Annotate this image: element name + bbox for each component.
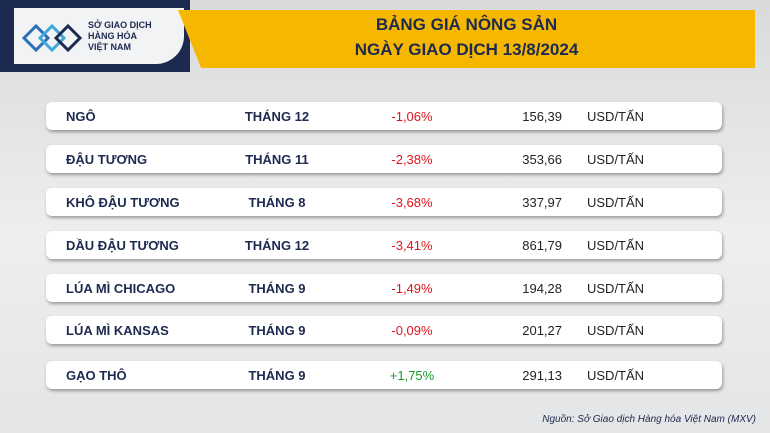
unit: USD/TẤN [587, 152, 645, 167]
logo: SỞ GIAO DỊCH HÀNG HÓA VIỆT NAM [0, 0, 190, 72]
price: 194,28 [522, 281, 562, 296]
contract-month: THÁNG 9 [248, 281, 306, 296]
commodity: NGÔ [66, 109, 96, 124]
commodity: ĐẬU TƯƠNG [66, 152, 148, 167]
unit: USD/TẤN [587, 238, 645, 253]
unit: USD/TẤN [587, 109, 645, 124]
logo-icon [22, 23, 82, 53]
commodity: KHÔ ĐẬU TƯƠNG [66, 195, 180, 210]
logo-line: VIỆT NAM [88, 42, 132, 52]
contract-month: THÁNG 9 [248, 368, 306, 383]
unit: USD/TẤN [587, 281, 645, 296]
unit: USD/TẤN [587, 323, 645, 338]
price: 156,39 [522, 109, 562, 124]
logo-line: SỞ GIAO DỊCH [88, 20, 152, 30]
commodity: GẠO THÔ [66, 368, 127, 383]
price: 291,13 [522, 368, 562, 383]
change: -0,09% [391, 323, 433, 338]
banner [178, 10, 755, 68]
table-row: DẦU ĐẬU TƯƠNG THÁNG 12 -3,41% 861,79 USD/TẤN [46, 231, 722, 259]
contract-month: THÁNG 9 [248, 323, 306, 338]
price: 353,66 [522, 152, 562, 167]
logo-line: HÀNG HÓA [88, 31, 137, 41]
change: -3,68% [391, 195, 433, 210]
commodity: LÚA MÌ CHICAGO [66, 281, 176, 296]
price: 337,97 [522, 195, 562, 210]
change: +1,75% [389, 368, 435, 383]
table-row: GẠO THÔ THÁNG 9 +1,75% 291,13 USD/TẤN [46, 361, 722, 389]
price: 201,27 [522, 323, 562, 338]
change: -3,41% [391, 238, 433, 253]
contract-month: THÁNG 11 [245, 152, 309, 167]
unit: USD/TẤN [587, 368, 645, 383]
source: Nguồn: Sở Giao dịch Hàng hóa Việt Nam (M… [542, 414, 756, 425]
title: BẢNG GIÁ NÔNG SẢN [375, 15, 558, 34]
unit: USD/TẤN [587, 195, 645, 210]
commodity: DẦU ĐẬU TƯƠNG [66, 238, 179, 253]
change: -2,38% [391, 152, 433, 167]
change: -1,06% [391, 109, 433, 124]
change: -1,49% [391, 281, 433, 296]
table-row: LÚA MÌ KANSAS THÁNG 9 -0,09% 201,27 USD/TẤN [46, 316, 722, 344]
logo-background [14, 8, 184, 64]
subtitle: NGÀY GIAO DỊCH 13/8/2024 [354, 40, 579, 59]
contract-month: THÁNG 12 [244, 109, 310, 124]
price: 861,79 [522, 238, 562, 253]
table-row: ĐẬU TƯƠNG THÁNG 11 -2,38% 353,66 USD/TẤN [46, 145, 722, 173]
contract-month: THÁNG 8 [248, 195, 306, 210]
table-row: LÚA MÌ CHICAGO THÁNG 9 -1,49% 194,28 USD/TẤN [46, 274, 722, 302]
logo-text: SỞ GIAO DỊCH HÀNG HÓA VIỆT NAM [88, 20, 152, 53]
contract-month: THÁNG 12 [244, 238, 310, 253]
commodity: LÚA MÌ KANSAS [66, 323, 169, 338]
table-row: KHÔ ĐẬU TƯƠNG THÁNG 8 -3,68% 337,97 USD/TẤN [46, 188, 722, 216]
table-row: NGÔ THÁNG 12 -1,06% 156,39 USD/TẤN [46, 102, 722, 130]
